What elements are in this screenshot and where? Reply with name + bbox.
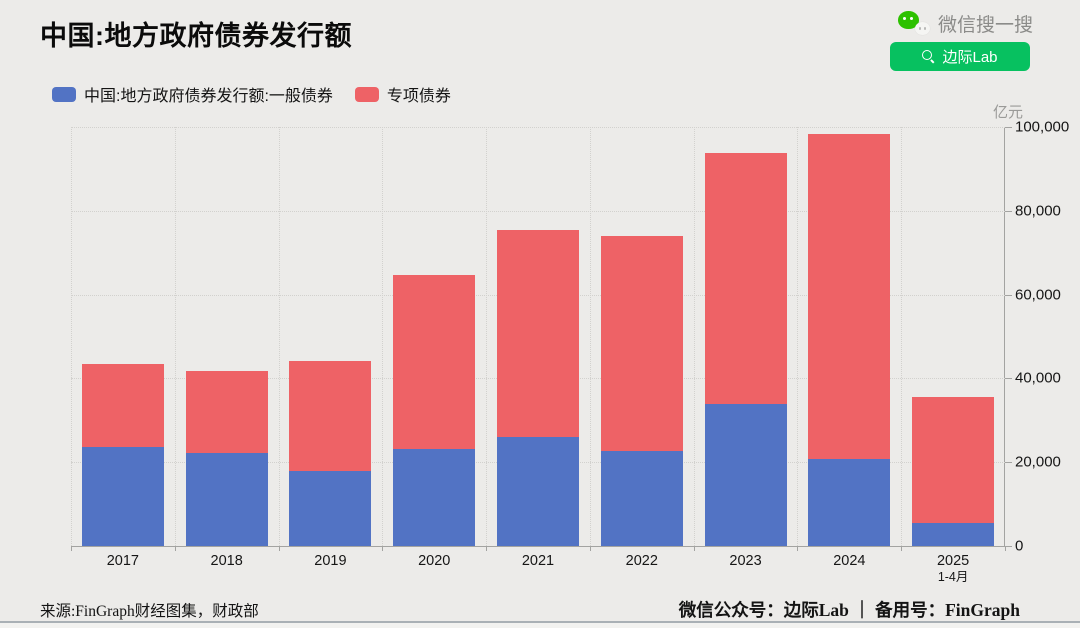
gridline-v — [278, 127, 280, 546]
x-axis-tick — [693, 546, 695, 551]
x-axis-category-label: 2023 — [729, 553, 762, 569]
plot-area: 0 20,000 40,000 60,000 80,000 100,000 2017 2018… — [71, 119, 1069, 584]
bar-segment-special — [185, 371, 268, 453]
bar-segment-general — [912, 522, 995, 546]
bar-segment-general — [704, 404, 787, 546]
gridline-v — [797, 127, 799, 546]
legend-item-general: 中国:地方政府债券发行额:一般债券 — [52, 82, 333, 106]
y-axis-tick — [1005, 294, 1012, 296]
y-axis-tick-label: 100,000 — [1015, 118, 1070, 136]
x-axis-category-sublabel: 1-4月 — [937, 569, 969, 584]
bar-segment-general — [289, 471, 372, 546]
x-axis-category-label: 2019 — [314, 553, 347, 569]
gridline-v — [589, 127, 591, 546]
y-axis-tick-label: 40,000 — [1015, 369, 1061, 387]
y-axis-tick — [1005, 127, 1012, 128]
legend-item-special: 专项债券 — [354, 82, 451, 106]
legend-swatch-special — [354, 86, 379, 102]
x-axis-tick — [382, 546, 384, 551]
x-axis-category-label: 2022 — [625, 553, 658, 569]
y-axis-tick-label: 20,000 — [1015, 453, 1061, 471]
x-axis-tick — [486, 546, 488, 551]
gridline-h — [71, 210, 1005, 212]
y-axis-tick — [1005, 462, 1012, 464]
bar-segment-general — [497, 437, 579, 546]
bar-segment-special — [808, 133, 891, 459]
bottom-strip — [0, 623, 1080, 628]
search-icon — [922, 50, 935, 63]
bar-segment-general — [81, 447, 164, 546]
y-axis-tick — [1005, 546, 1012, 547]
wechat-search-label: 微信搜一搜 — [937, 14, 1033, 36]
x-axis-category-label: 2021 — [521, 553, 555, 569]
wechat-icon — [897, 11, 930, 35]
source-note: 来源:FinGraph财经图集，财政部 — [40, 603, 259, 620]
x-axis-category-label: 2020 — [418, 553, 451, 569]
y-axis-tick-label: 60,000 — [1015, 286, 1061, 304]
legend-label-general: 中国:地方政府债券发行额:一般债券 — [84, 88, 333, 105]
x-axis-tick — [589, 546, 591, 551]
gridline-v — [901, 127, 903, 546]
legend-swatch-general — [52, 86, 76, 102]
bottom-divider — [0, 621, 1080, 623]
search-button[interactable]: 边际Lab — [890, 42, 1030, 71]
legend-label-special: 专项债券 — [386, 88, 451, 105]
x-axis-category-label: 2024 — [833, 553, 866, 569]
bar-segment-special — [81, 363, 164, 448]
public-account-note: 微信公众号：边际Lab ｜ 备用号：FinGraph — [678, 600, 1020, 620]
search-button-label: 边际Lab — [942, 49, 998, 66]
bar-segment-special — [289, 361, 372, 471]
gridline-h — [71, 127, 1005, 128]
gridline-v — [382, 127, 384, 546]
bar-segment-special — [393, 274, 476, 449]
bar-segment-special — [912, 397, 995, 523]
y-axis-tick — [1005, 378, 1012, 380]
x-axis-tick — [901, 546, 903, 551]
x-axis-line — [71, 546, 1012, 547]
bar-segment-special — [704, 152, 787, 405]
bar-segment-special — [497, 230, 579, 438]
gridline-v — [486, 127, 488, 546]
page-title: 中国:地方政府债券发行额 — [40, 21, 352, 51]
x-axis-tick — [174, 546, 176, 551]
x-axis-tick — [278, 546, 280, 551]
legend: 中国:地方政府债券发行额:一般债券 专项债券 — [52, 82, 451, 106]
x-axis-category-label: 2025 1-4月 — [936, 553, 970, 584]
y-axis-unit-label: 亿元 — [992, 104, 1023, 121]
y-axis-tick-label: 0 — [1015, 537, 1024, 555]
x-axis-category-label: 2017 — [106, 553, 140, 569]
wechat-search-row: 微信搜一搜 — [897, 8, 1033, 38]
x-axis-tick — [71, 546, 72, 551]
y-axis-tick — [1005, 210, 1012, 212]
bar-segment-general — [393, 448, 476, 546]
x-axis-tick — [1005, 546, 1006, 551]
y-axis-line — [1004, 127, 1005, 546]
gridline-v — [693, 127, 695, 546]
bar-segment-general — [600, 451, 683, 546]
gridline-v — [174, 127, 176, 546]
gridline-v — [71, 127, 72, 546]
bar-segment-general — [808, 458, 891, 546]
bar-segment-general — [185, 452, 268, 546]
bar-segment-special — [600, 235, 683, 452]
x-axis-category-label: 2018 — [210, 553, 243, 569]
x-axis-tick — [797, 546, 799, 551]
y-axis-tick-label: 80,000 — [1015, 202, 1061, 220]
